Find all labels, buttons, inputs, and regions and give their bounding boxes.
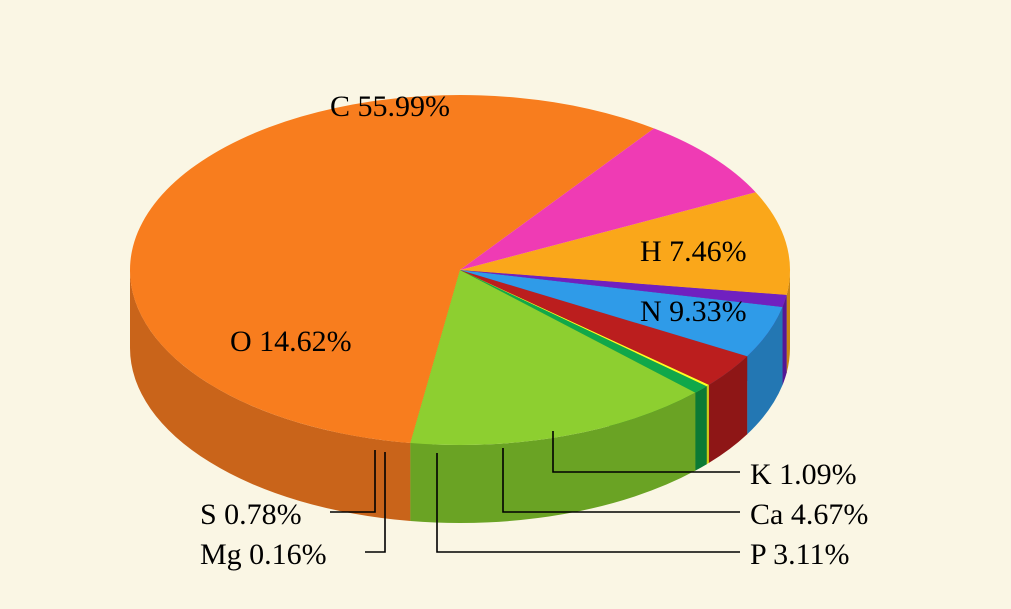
slice-label-ca: Ca 4.67% [750, 498, 868, 532]
slice-label-mg: Mg 0.16% [200, 538, 327, 572]
slice-label-p: P 3.11% [750, 538, 849, 572]
slice-label-o: O 14.62% [230, 325, 352, 359]
pie-side [707, 385, 709, 464]
slice-label-c: C 55.99% [330, 90, 450, 124]
slice-label-s: S 0.78% [200, 498, 302, 532]
pie-side [695, 386, 706, 470]
slice-label-n: N 9.33% [640, 295, 747, 329]
slice-label-k: K 1.09% [750, 458, 857, 492]
pie-side [783, 295, 787, 385]
slice-label-h: H 7.46% [640, 235, 747, 269]
pie3d-chart: C 55.99% O 14.62% S 0.78% Mg 0.16% P 3.11% Ca… [0, 0, 1011, 609]
